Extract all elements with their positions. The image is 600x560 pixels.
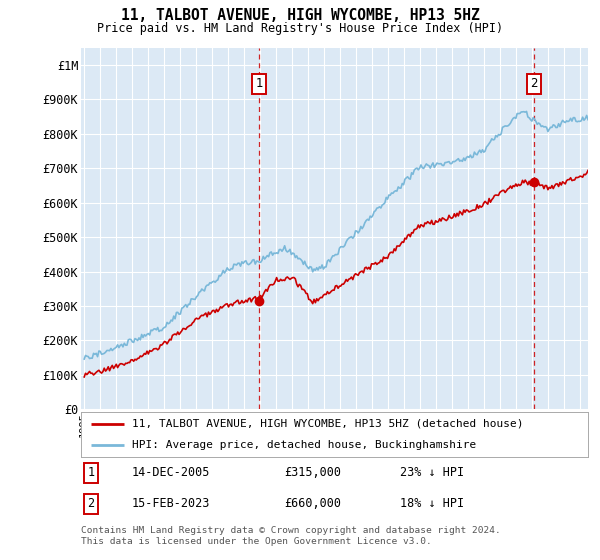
Text: Contains HM Land Registry data © Crown copyright and database right 2024.
This d: Contains HM Land Registry data © Crown c… (81, 526, 501, 546)
Text: 23% ↓ HPI: 23% ↓ HPI (400, 466, 464, 479)
Text: 11, TALBOT AVENUE, HIGH WYCOMBE, HP13 5HZ (detached house): 11, TALBOT AVENUE, HIGH WYCOMBE, HP13 5H… (132, 419, 523, 429)
Text: 18% ↓ HPI: 18% ↓ HPI (400, 497, 464, 511)
Text: 1: 1 (88, 466, 95, 479)
Text: HPI: Average price, detached house, Buckinghamshire: HPI: Average price, detached house, Buck… (132, 440, 476, 450)
Text: 2: 2 (530, 77, 538, 90)
Text: £315,000: £315,000 (284, 466, 341, 479)
Text: £660,000: £660,000 (284, 497, 341, 511)
Text: 15-FEB-2023: 15-FEB-2023 (132, 497, 210, 511)
Text: Price paid vs. HM Land Registry's House Price Index (HPI): Price paid vs. HM Land Registry's House … (97, 22, 503, 35)
Text: 11, TALBOT AVENUE, HIGH WYCOMBE, HP13 5HZ: 11, TALBOT AVENUE, HIGH WYCOMBE, HP13 5H… (121, 8, 479, 24)
Text: 1: 1 (256, 77, 263, 90)
Text: 14-DEC-2005: 14-DEC-2005 (132, 466, 210, 479)
Text: 2: 2 (88, 497, 95, 511)
